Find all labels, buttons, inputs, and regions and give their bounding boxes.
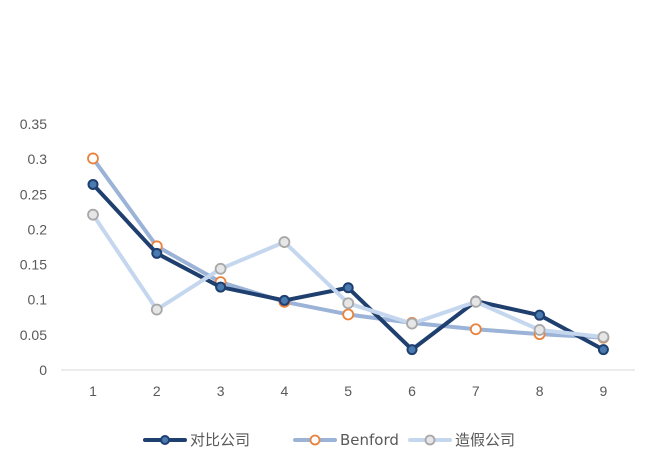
legend-item: 对比公司	[143, 431, 250, 449]
data-point	[150, 303, 163, 316]
data-point	[214, 262, 227, 275]
data-point	[342, 297, 355, 310]
y-tick-label: 0.35	[20, 116, 47, 132]
data-point	[533, 324, 546, 336]
data-point	[278, 236, 291, 248]
legend-label: Benford	[340, 431, 399, 449]
legend-marker	[160, 435, 170, 445]
data-point	[597, 331, 610, 343]
data-point	[87, 152, 99, 165]
x-tick-label: 8	[536, 383, 544, 399]
series-1	[87, 178, 609, 356]
series-3	[87, 208, 610, 343]
y-tick-label: 0.05	[20, 327, 47, 343]
data-point	[342, 308, 355, 321]
x-axis-tick-labels: 1 2 3 4 5 6 7 8 9	[89, 383, 607, 399]
x-tick-label: 7	[472, 383, 480, 399]
data-point	[597, 344, 609, 356]
x-tick-label: 2	[153, 383, 161, 399]
x-tick-label: 4	[281, 383, 289, 399]
y-tick-label: 0	[39, 362, 47, 378]
y-tick-label: 0.3	[28, 151, 48, 167]
y-tick-label: 0.25	[20, 186, 47, 202]
data-point	[278, 294, 290, 306]
legend: 对比公司 Benford 造假公司	[143, 431, 515, 449]
x-tick-label: 1	[89, 383, 97, 399]
y-tick-label: 0.2	[28, 221, 48, 237]
data-point	[469, 323, 482, 336]
legend-label: 造假公司	[455, 431, 515, 449]
data-point	[534, 309, 546, 321]
data-point	[87, 208, 99, 221]
x-tick-label: 9	[600, 383, 608, 399]
y-tick-label: 0.15	[20, 257, 47, 273]
legend-item: 造假公司	[408, 431, 515, 449]
data-point	[406, 317, 418, 330]
y-tick-label: 0.1	[28, 292, 48, 308]
legend-item: Benford	[293, 431, 399, 449]
data-point	[151, 247, 163, 259]
legend-label: 对比公司	[190, 431, 250, 449]
series-lines	[87, 152, 610, 356]
data-point	[469, 295, 482, 308]
data-point	[215, 281, 227, 293]
data-point	[87, 178, 99, 190]
x-tick-label: 6	[408, 383, 416, 399]
x-tick-label: 5	[344, 383, 352, 399]
y-axis-tick-labels: 0 0.05 0.1 0.15 0.2 0.25 0.3 0.35	[20, 116, 47, 378]
data-point	[342, 282, 354, 294]
legend-marker	[424, 434, 436, 446]
data-point	[406, 344, 418, 356]
x-tick-label: 3	[217, 383, 225, 399]
legend-marker	[309, 434, 321, 446]
